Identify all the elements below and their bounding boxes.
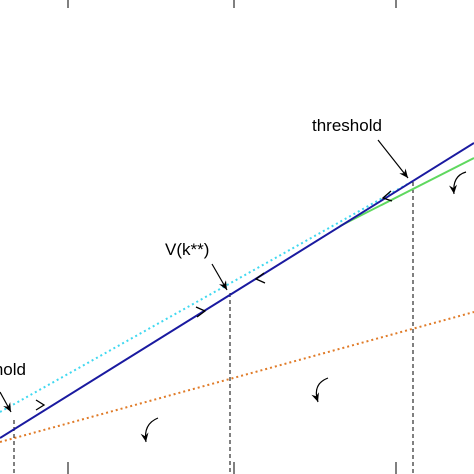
dashed-guides [13, 182, 414, 474]
annotation: threshold [0, 360, 26, 379]
blue-line [0, 142, 474, 439]
curved-arrows [140, 171, 467, 443]
orange-dotted-line [0, 311, 474, 443]
annotation: V(k**) [165, 240, 209, 259]
cyan-dotted-line [0, 180, 414, 413]
annotation: threshold [312, 116, 382, 135]
green-line [339, 157, 474, 227]
flow-arrows [35, 190, 393, 411]
pointer-arrows [0, 139, 409, 413]
frame-ticks [67, 0, 397, 474]
